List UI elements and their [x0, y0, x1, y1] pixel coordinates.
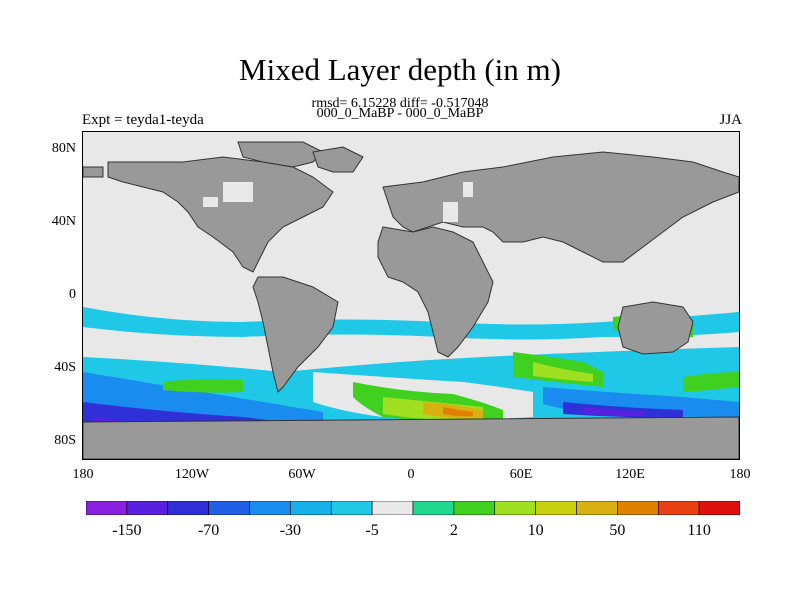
comparison-line: 000_0_MaBP - 000_0_MaBP [316, 106, 484, 121]
colorbar-swatch [290, 500, 332, 516]
colorbar-tick-label: -70 [197, 522, 220, 539]
colorbar-swatch [576, 500, 618, 516]
colorbar-swatch [698, 500, 741, 516]
experiment-label: Expt = teyda1-teyda [82, 112, 204, 128]
lon-tick-label: 180 [729, 467, 751, 482]
lon-tick-label: 120W [174, 467, 210, 482]
season-label: JJA [719, 112, 742, 128]
map-panel [82, 131, 740, 460]
colorbar-tick-label: -5 [365, 522, 379, 539]
colorbar-swatch [371, 500, 414, 516]
colorbar-swatch [208, 500, 250, 516]
lon-tick-label: 0 [407, 467, 415, 482]
lon-tick-label: 120E [615, 467, 645, 482]
colorbar-swatch [535, 500, 577, 516]
colorbar-swatches [85, 500, 741, 516]
colorbar-tick-label: 50 [609, 522, 626, 539]
colorbar-swatch [494, 500, 536, 516]
colorbar-swatch [412, 500, 455, 516]
colorbar-swatch [167, 500, 209, 516]
lon-tick-label: 60E [509, 467, 533, 482]
colorbar-swatch [453, 500, 496, 516]
colorbar-swatch [126, 500, 169, 516]
colorbar-tick-label: -150 [112, 522, 142, 539]
stats-line: rmsd= 6.15228 diff= -0.517048 [311, 96, 489, 111]
lat-tick-label: 40N [51, 214, 76, 229]
colorbar-swatch [657, 500, 700, 516]
colorbar-tick-label: 10 [527, 522, 544, 539]
inland-pockets [203, 182, 473, 222]
lat-tick-label: 0 [69, 287, 76, 302]
colorbar-swatch [617, 500, 659, 516]
lat-tick-label: 40S [54, 360, 76, 375]
colorbar-tick-label: 110 [687, 522, 711, 539]
map-title: Mixed Layer depth (in m) [239, 52, 561, 87]
colorbar-swatch [249, 500, 291, 516]
colorbar-swatch [330, 500, 373, 516]
colorbar-tick-label: -30 [279, 522, 302, 539]
colorbar-swatch [85, 500, 128, 516]
lat-tick-label: 80N [51, 141, 76, 156]
lat-tick-label: 80S [54, 433, 76, 448]
colorbar [85, 500, 741, 516]
land-masses [83, 141, 739, 459]
map-canvas [83, 132, 739, 459]
lon-tick-label: 60W [288, 467, 316, 482]
lon-tick-label: 180 [72, 467, 94, 482]
colorbar-tick-label: 2 [449, 522, 458, 539]
